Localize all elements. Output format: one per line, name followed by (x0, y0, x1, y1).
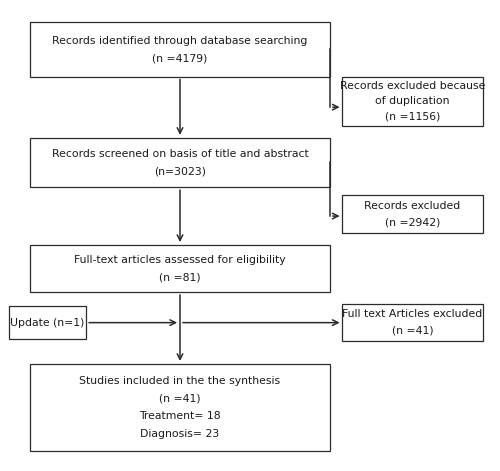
Text: (n =41): (n =41) (159, 393, 201, 404)
Text: Treatment= 18: Treatment= 18 (139, 411, 221, 422)
Text: Records excluded because: Records excluded because (340, 81, 485, 91)
FancyBboxPatch shape (30, 22, 330, 76)
Text: (n =41): (n =41) (392, 326, 434, 336)
FancyBboxPatch shape (342, 76, 482, 126)
Text: of duplication: of duplication (375, 96, 450, 106)
Text: Full-text articles assessed for eligibility: Full-text articles assessed for eligibil… (74, 254, 286, 265)
Text: (n =81): (n =81) (159, 272, 201, 283)
FancyBboxPatch shape (9, 306, 86, 339)
Text: Records identified through database searching: Records identified through database sear… (52, 35, 308, 46)
Text: Diagnosis= 23: Diagnosis= 23 (140, 429, 220, 439)
Text: Update (n=1): Update (n=1) (10, 317, 85, 328)
FancyBboxPatch shape (30, 138, 330, 187)
FancyBboxPatch shape (342, 195, 482, 233)
FancyBboxPatch shape (30, 364, 330, 451)
Text: (n =1156): (n =1156) (385, 111, 440, 121)
Text: Records excluded: Records excluded (364, 201, 460, 211)
Text: Studies included in the the synthesis: Studies included in the the synthesis (80, 375, 280, 386)
Text: Full text Articles excluded: Full text Articles excluded (342, 309, 482, 319)
FancyBboxPatch shape (30, 245, 330, 292)
Text: (n=3023): (n=3023) (154, 166, 206, 177)
FancyBboxPatch shape (342, 304, 482, 341)
Text: Records screened on basis of title and abstract: Records screened on basis of title and a… (52, 148, 308, 159)
Text: (n =4179): (n =4179) (152, 53, 208, 64)
Text: (n =2942): (n =2942) (385, 218, 440, 227)
